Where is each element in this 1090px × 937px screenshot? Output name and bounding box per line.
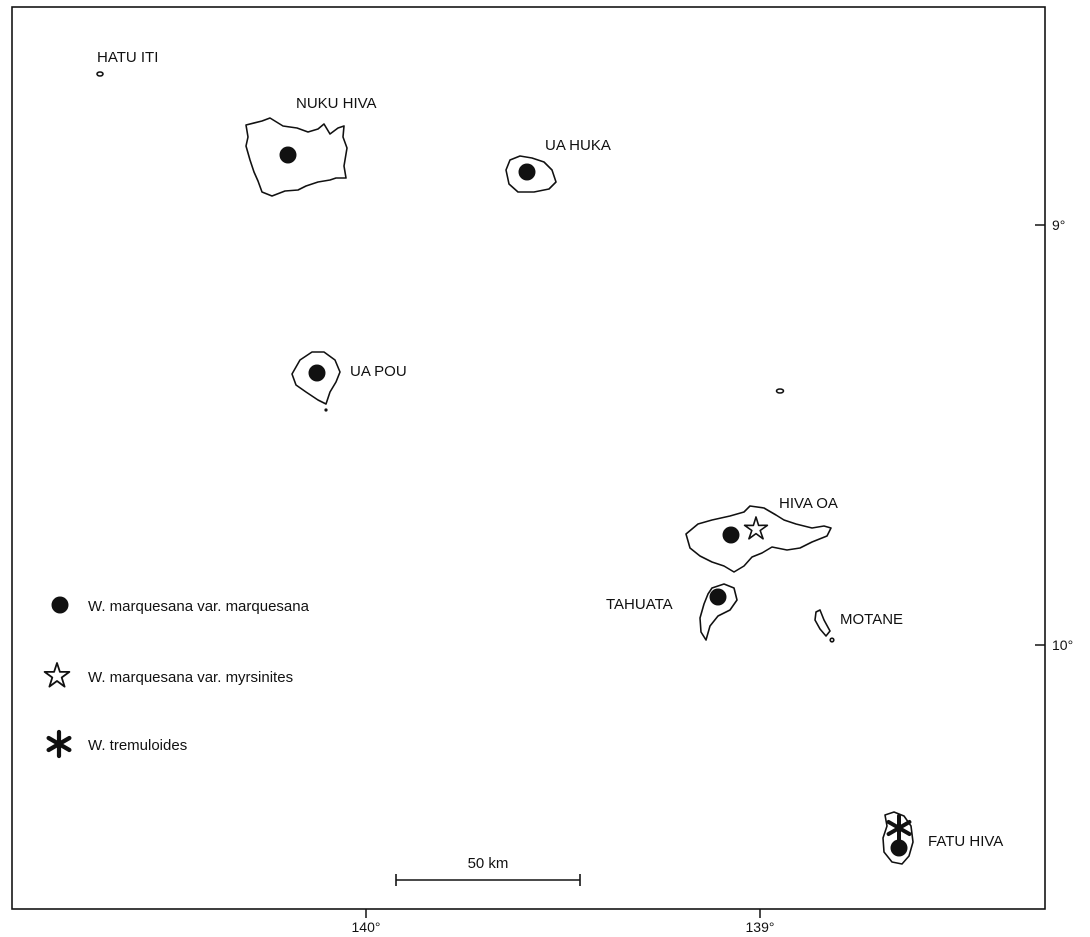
label-hiva-oa: HIVA OA [779, 495, 838, 512]
label-hatu-iti: HATU ITI [97, 49, 158, 66]
island-islet [775, 388, 785, 394]
island-motane [814, 609, 831, 637]
label-motane: MOTANE [840, 611, 903, 628]
longitude-tick-140: 140° [352, 919, 381, 935]
marker-marquesana-tahuata [709, 588, 727, 606]
marker-marquesana-ua-huka [518, 163, 536, 181]
asterisk-icon-tremuloides-fatu-hiva [886, 814, 912, 842]
island-hiva-oa [685, 505, 832, 573]
latitude-tick-10: 10° [1052, 637, 1073, 653]
islet-motane [829, 637, 835, 643]
label-ua-pou: UA POU [350, 363, 407, 380]
marker-marquesana-fatu-hiva [890, 839, 908, 857]
label-fatu-hiva: FATU HIVA [928, 833, 1003, 850]
marker-marquesana-hiva-oa [722, 526, 740, 544]
legend-circle-icon [51, 596, 69, 614]
scale-bar-label: 50 km [468, 855, 509, 872]
label-ua-huka: UA HUKA [545, 137, 611, 154]
legend-star-icon [43, 662, 71, 688]
islet-ua-pou-south [324, 408, 328, 412]
legend-label-myrsinites: W. marquesana var. myrsinites [88, 669, 293, 686]
legend-label-marquesana: W. marquesana var. marquesana [88, 598, 310, 615]
longitude-tick-139: 139° [746, 919, 775, 935]
label-nuku-hiva: NUKU HIVA [296, 95, 377, 112]
marker-marquesana-ua-pou [308, 364, 326, 382]
star-icon-myrsinites-hiva-oa [743, 516, 769, 540]
legend: W. marquesana var. marquesana W. marques… [43, 596, 310, 759]
island-nuku-hiva [245, 117, 348, 197]
marker-marquesana-nuku-hiva [279, 146, 297, 164]
label-tahuata: TAHUATA [606, 596, 673, 613]
map-frame [11, 6, 1046, 910]
island-tahuata [699, 583, 738, 641]
legend-asterisk-icon [46, 729, 72, 759]
island-hatu-iti [96, 71, 104, 77]
legend-label-tremuloides: W. tremuloides [88, 737, 187, 754]
latitude-tick-9: 9° [1052, 217, 1065, 233]
